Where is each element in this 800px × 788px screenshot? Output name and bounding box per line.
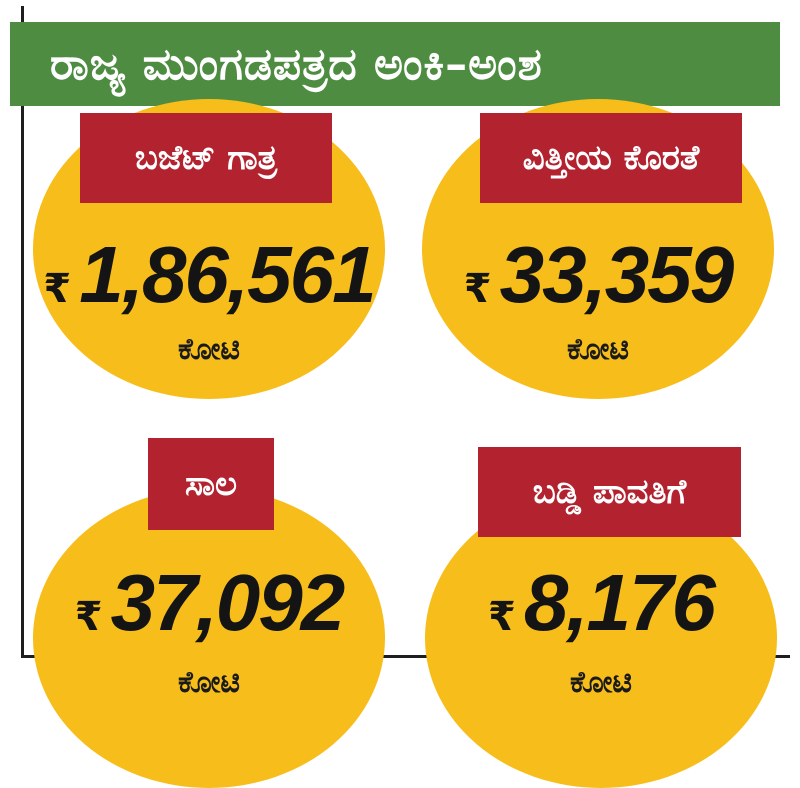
card-label: ಬಡ್ಡಿ ಪಾವತಿಗೆ — [478, 447, 741, 537]
circle-bg — [425, 488, 777, 788]
rupee-icon: ₹ — [463, 266, 492, 312]
amount-unit: ಕೋಟಿ — [177, 332, 241, 367]
interest-payment-card: ಬಡ್ಡಿ ಪಾವತಿಗೆ ₹ 8,176 ಕೋಟಿ — [425, 447, 777, 788]
loan-card: ಸಾಲ ₹ 37,092 ಕೋಟಿ — [33, 438, 385, 788]
amount-row: ₹ 37,092 — [33, 557, 385, 649]
amount-unit: ಕೋಟಿ — [177, 665, 241, 700]
budget-size-card: ಬಜೆಟ್ ಗಾತ್ರ ₹ 1,86,561 ಕೋಟಿ — [33, 99, 385, 399]
card-label: ಸಾಲ — [148, 438, 274, 530]
card-label: ವಿತ್ತೀಯ ಕೊರತೆ — [480, 113, 742, 203]
amount-unit: ಕೋಟಿ — [569, 665, 633, 700]
rupee-icon: ₹ — [43, 266, 72, 312]
amount-value: 37,092 — [110, 558, 346, 647]
rupee-icon: ₹ — [487, 594, 516, 640]
card-label: ಬಜೆಟ್ ಗಾತ್ರ — [80, 113, 332, 203]
amount-value: 8,176 — [523, 558, 716, 647]
frame-left-line — [21, 6, 24, 658]
amount-value: 1,86,561 — [79, 230, 376, 319]
fiscal-deficit-card: ವಿತ್ತೀಯ ಕೊರತೆ ₹ 33,359 ಕೋಟಿ — [422, 99, 774, 399]
frame-bottom-line — [21, 655, 790, 658]
amount-row: ₹ 33,359 — [422, 229, 774, 321]
circle-bg — [33, 488, 385, 788]
rupee-icon: ₹ — [74, 594, 103, 640]
amount-row: ₹ 1,86,561 — [33, 229, 385, 321]
amount-row: ₹ 8,176 — [425, 557, 777, 649]
title-banner: ರಾಜ್ಯ ಮುಂಗಡಪತ್ರದ ಅಂಕಿ–ಅಂಶ — [10, 22, 780, 106]
amount-value: 33,359 — [499, 230, 735, 319]
page-title: ರಾಜ್ಯ ಮುಂಗಡಪತ್ರದ ಅಂಕಿ–ಅಂಶ — [50, 38, 543, 90]
amount-unit: ಕೋಟಿ — [566, 332, 630, 367]
